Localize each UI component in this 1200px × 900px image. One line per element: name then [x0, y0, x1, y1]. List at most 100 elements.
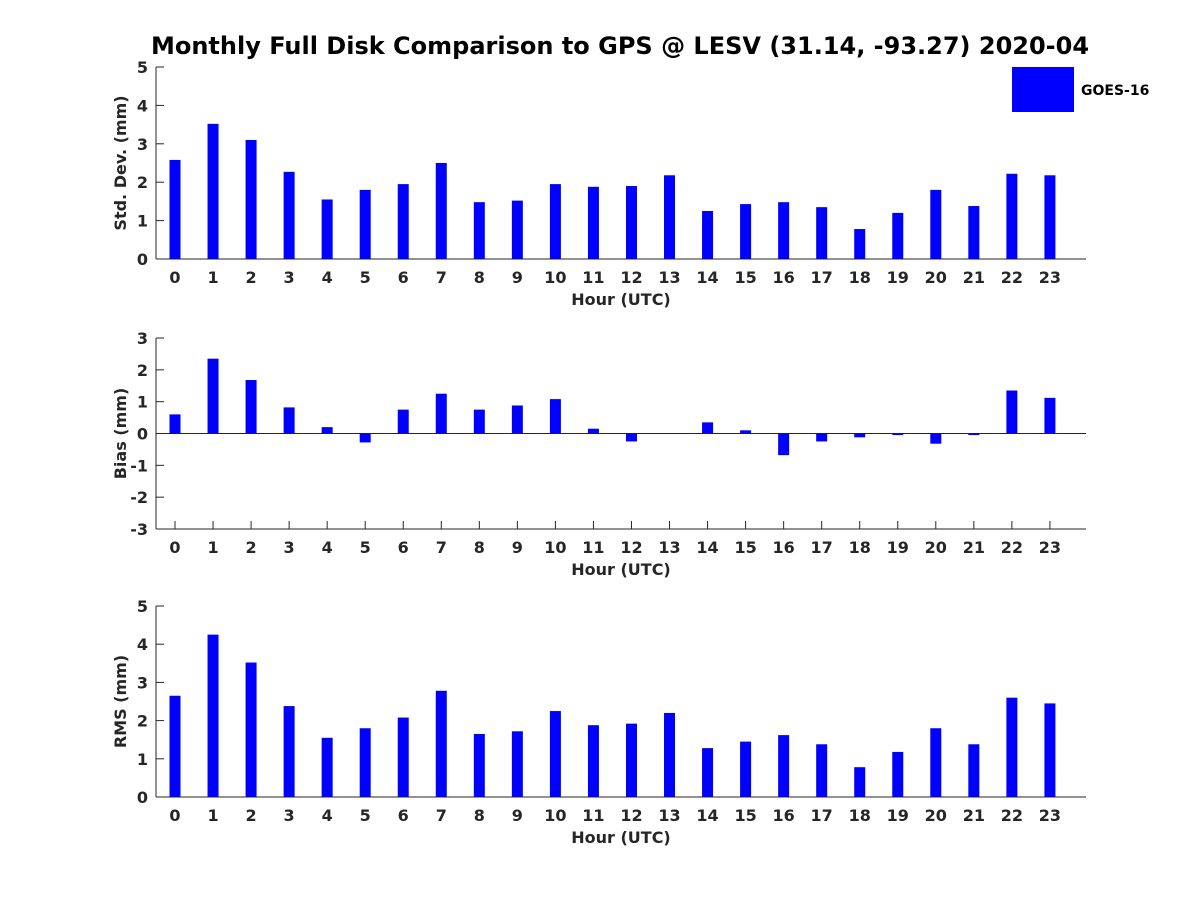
legend: GOES-16 [1012, 67, 1149, 112]
x-tick-label: 2 [246, 538, 257, 557]
bar [207, 123, 219, 259]
x-axis-label: Hour (UTC) [571, 828, 671, 847]
bar [854, 433, 866, 438]
x-tick-label: 4 [322, 806, 333, 825]
bar [169, 159, 181, 259]
y-tick-label: 5 [137, 58, 148, 77]
x-tick-label: 21 [963, 806, 985, 825]
x-tick-label: 7 [436, 268, 447, 287]
x-tick-label: 0 [169, 538, 180, 557]
bar [549, 399, 561, 434]
y-tick-label: 1 [137, 750, 148, 769]
x-tick-label: 17 [811, 806, 833, 825]
y-tick-label: -2 [130, 488, 148, 507]
x-tick-label: 3 [284, 268, 295, 287]
x-tick-label: 18 [849, 806, 871, 825]
y-tick-label: -3 [130, 520, 148, 539]
x-tick-label: 11 [582, 538, 604, 557]
bar [207, 634, 219, 797]
x-tick-label: 1 [207, 538, 218, 557]
x-tick-label: 19 [887, 806, 909, 825]
x-tick-label: 23 [1039, 806, 1061, 825]
x-tick-label: 19 [887, 268, 909, 287]
bar [816, 433, 828, 442]
x-tick-label: 12 [620, 268, 642, 287]
bar [1044, 397, 1056, 434]
bar [283, 171, 295, 259]
x-tick-label: 19 [887, 538, 909, 557]
bar [435, 690, 447, 797]
x-tick-label: 8 [474, 268, 485, 287]
x-tick-label: 8 [474, 538, 485, 557]
bar [397, 409, 409, 434]
x-tick-label: 14 [696, 268, 718, 287]
y-tick-label: 0 [137, 788, 148, 807]
bar [283, 706, 295, 797]
bar [664, 712, 676, 797]
x-tick-label: 9 [512, 268, 523, 287]
x-tick-label: 23 [1039, 268, 1061, 287]
x-tick-label: 1 [207, 806, 218, 825]
bar [169, 414, 181, 434]
x-tick-label: 17 [811, 268, 833, 287]
x-tick-label: 11 [582, 806, 604, 825]
bar [968, 744, 980, 797]
x-tick-label: 2 [246, 806, 257, 825]
x-tick-label: 7 [436, 806, 447, 825]
bar [511, 200, 523, 259]
x-tick-label: 7 [436, 538, 447, 557]
y-tick-label: 2 [137, 173, 148, 192]
x-tick-label: 3 [284, 538, 295, 557]
x-tick-label: 21 [963, 538, 985, 557]
y-tick-label: 1 [137, 212, 148, 231]
bar [854, 229, 866, 259]
bar [587, 725, 599, 797]
bar [359, 433, 371, 443]
y-tick-label: 4 [137, 635, 148, 654]
y-axis-label: Bias (mm) [111, 388, 130, 480]
x-tick-label: 20 [925, 268, 947, 287]
x-tick-label: 23 [1039, 538, 1061, 557]
y-tick-label: 2 [137, 712, 148, 731]
bar [930, 433, 942, 444]
x-tick-label: 18 [849, 268, 871, 287]
y-tick-label: 0 [137, 250, 148, 269]
y-tick-label: 2 [137, 361, 148, 380]
bar [702, 211, 714, 259]
y-tick-label: 4 [137, 96, 148, 115]
x-tick-label: 10 [544, 806, 566, 825]
bar [397, 184, 409, 259]
x-tick-label: 4 [322, 268, 333, 287]
bar [587, 428, 599, 434]
bar [778, 433, 790, 456]
bar [1044, 175, 1056, 259]
x-tick-label: 13 [658, 538, 680, 557]
bar [664, 175, 676, 259]
x-tick-label: 1 [207, 268, 218, 287]
bar [702, 422, 714, 434]
x-tick-label: 16 [773, 806, 795, 825]
x-tick-label: 22 [1001, 268, 1023, 287]
x-tick-label: 16 [773, 538, 795, 557]
bar [473, 202, 485, 259]
bar [511, 405, 523, 434]
x-tick-label: 15 [734, 538, 756, 557]
bar [283, 407, 295, 434]
bar [245, 662, 257, 797]
bar [587, 186, 599, 259]
bar [549, 711, 561, 797]
x-tick-label: 11 [582, 268, 604, 287]
bar [892, 751, 904, 797]
y-tick-label: 3 [137, 135, 148, 154]
bar [930, 189, 942, 259]
bar [816, 207, 828, 259]
bar [435, 163, 447, 259]
x-tick-label: 14 [696, 806, 718, 825]
x-tick-label: 8 [474, 806, 485, 825]
bar [625, 433, 637, 442]
bar [854, 767, 866, 797]
bar [778, 202, 790, 259]
x-tick-label: 2 [246, 268, 257, 287]
